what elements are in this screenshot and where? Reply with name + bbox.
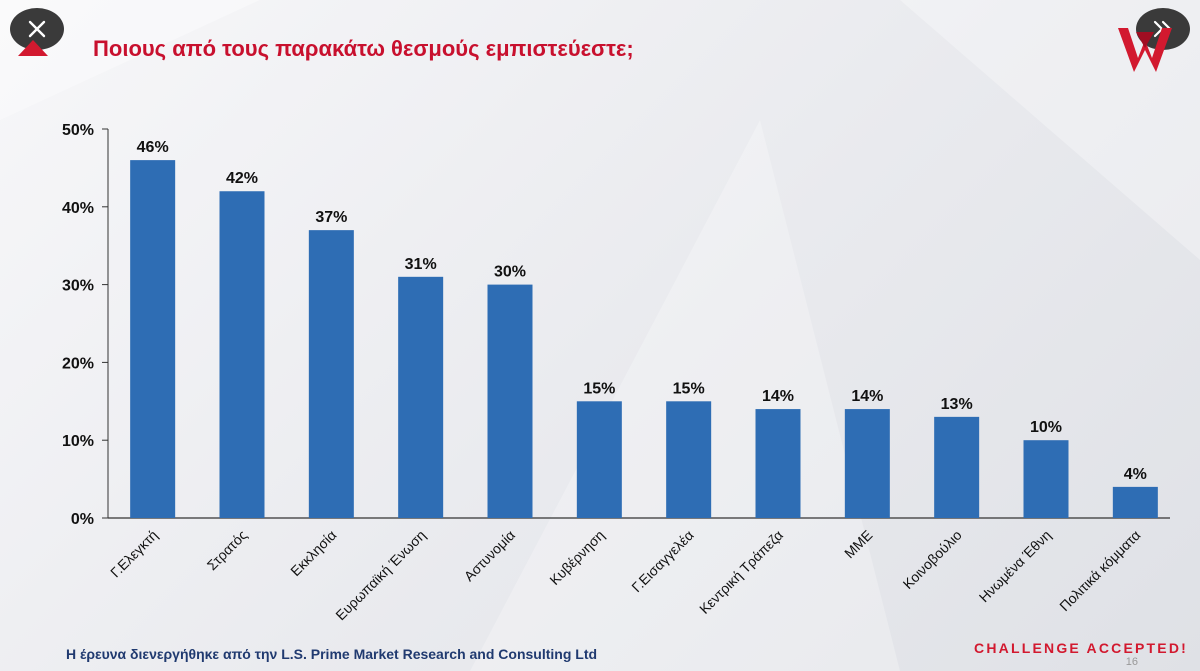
bar-value-label: 14%: [762, 388, 794, 405]
brand-triangle-icon: [18, 40, 48, 56]
bar: [1023, 440, 1069, 518]
x-tick-label: Εκκλησία: [287, 527, 339, 579]
bar: [219, 191, 265, 519]
bars: [130, 160, 1158, 519]
x-tick-label: ΜΜΕ: [841, 527, 875, 561]
x-tick-label: Γ.Εισαγγελέα: [628, 527, 696, 595]
x-tick-label: Πολιτικά κόμματα: [1056, 527, 1143, 614]
x-tick-label: Στρατός: [204, 527, 251, 574]
bar-value-label: 14%: [851, 388, 883, 405]
survey-source-note: Η έρευνα διενεργήθηκε από την L.S. Prime…: [66, 646, 598, 662]
y-axis: 0% 10% 20% 30% 40% 50%: [62, 122, 1170, 528]
bar: [576, 401, 622, 518]
y-tick-label: 0%: [71, 511, 94, 528]
bar: [666, 401, 712, 518]
y-tick-label: 50%: [62, 122, 94, 139]
y-tick-label: 40%: [62, 200, 94, 217]
page-title: Ποιους από τους παρακάτω θεσμούς εμπιστε…: [93, 36, 634, 61]
x-tick-label: Κυβέρνηση: [546, 527, 607, 588]
bar: [487, 284, 533, 518]
bar: [934, 416, 980, 518]
bar-value-label: 30%: [494, 264, 526, 281]
y-tick-label: 30%: [62, 278, 94, 295]
bar: [1112, 486, 1158, 518]
x-tick-label: Γ.Ελεγκτή: [107, 527, 161, 581]
bar-value-label: 10%: [1030, 419, 1062, 436]
y-tick-label: 10%: [62, 433, 94, 450]
bar-value-label: 4%: [1124, 466, 1147, 483]
bar-value-label: 42%: [226, 170, 258, 187]
bar-value-label: 13%: [941, 396, 973, 413]
bar: [844, 409, 890, 518]
page-number: 16: [1125, 656, 1138, 668]
close-button[interactable]: [10, 8, 64, 50]
bar: [755, 409, 801, 518]
bar: [398, 276, 444, 518]
bar-value-label: 15%: [673, 380, 705, 397]
bar-value-label: 15%: [583, 380, 615, 397]
bar: [308, 230, 354, 518]
bar-value-label: 37%: [315, 209, 347, 226]
x-tick-label: Αστυνομία: [461, 527, 518, 584]
x-tick-label: Κοινοβούλιο: [900, 527, 965, 592]
close-icon: [28, 20, 46, 38]
x-tick-label: Ευρωπαϊκή Ένωση: [332, 527, 428, 623]
value-labels: 46% 42% 37% 31% 30% 15% 15% 14% 14% 13% 10% 4%: [137, 139, 1147, 483]
x-tick-label: Κεντρική Τράπεζα: [696, 527, 786, 617]
bar-value-label: 31%: [405, 256, 437, 273]
brand-logo-icon: [1118, 28, 1172, 72]
tagline: CHALLENGE ACCEPTED!: [974, 640, 1188, 656]
bar-value-label: 46%: [137, 139, 169, 156]
bar: [130, 160, 176, 518]
x-tick-label: Ηνωμένα Έθνη: [976, 527, 1054, 605]
y-tick-label: 20%: [62, 355, 94, 372]
